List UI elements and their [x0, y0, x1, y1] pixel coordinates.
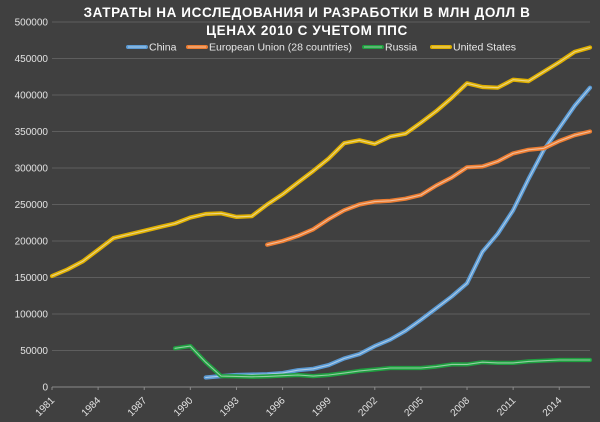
y-tick-label: 250000 — [15, 200, 49, 211]
legend-item: Russia — [362, 42, 417, 54]
y-tick-label: 150000 — [15, 273, 49, 284]
y-tick-label: 350000 — [15, 127, 49, 138]
legend-item: China — [126, 42, 177, 54]
y-tick-label: 400000 — [15, 91, 49, 102]
series-united-states — [49, 45, 593, 279]
chart-title-line-1: ЗАТРАТЫ НА ИССЛЕДОВАНИЯ И РАЗРАБОТКИ В М… — [84, 5, 531, 20]
legend-label: China — [149, 42, 177, 54]
y-tick-label: 200000 — [15, 237, 49, 248]
series-lines — [49, 45, 593, 380]
legend-item: United States — [430, 42, 516, 54]
series-line-inner — [205, 87, 591, 379]
chart-title: ЗАТРАТЫ НА ИССЛЕДОВАНИЯ И РАЗРАБОТКИ В М… — [84, 5, 531, 38]
y-tick-label: 300000 — [15, 164, 49, 175]
gridlines — [52, 21, 590, 388]
y-tick-label: 450000 — [15, 54, 49, 65]
series-russia — [172, 344, 593, 379]
legend-label: United States — [453, 42, 516, 54]
y-tick-label: 100000 — [15, 310, 49, 321]
series-line-inner — [51, 46, 591, 277]
series-china — [203, 85, 593, 380]
y-tick-label: 50000 — [20, 346, 48, 357]
y-axis: 0 50000 100000 150000 200000 250000 300000 3500… — [15, 18, 49, 394]
legend-item: European Union (28 countries) — [186, 42, 352, 54]
legend-label: Russia — [385, 42, 417, 54]
y-tick-label: 500000 — [15, 18, 49, 29]
series-line-inner — [174, 345, 591, 378]
legend-label: European Union (28 countries) — [209, 42, 352, 54]
series-european-union-28-countries — [265, 129, 593, 247]
y-tick-label: 0 — [42, 383, 48, 394]
series-line-inner — [266, 130, 591, 246]
legend: China European Union (28 countries) Russia… — [126, 42, 516, 54]
chart-title-line-2: ЦЕНАХ 2010 С УЧЕТОМ ППС — [206, 23, 408, 38]
